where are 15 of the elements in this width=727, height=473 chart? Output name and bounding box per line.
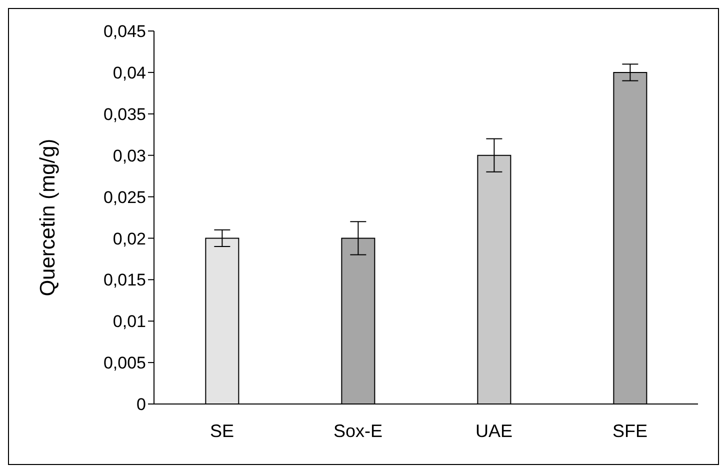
y-tick-label: 0,015 (103, 270, 146, 290)
y-tick-label: 0,025 (103, 188, 146, 207)
y-axis-title: Quercetin (mg/g) (36, 138, 60, 296)
x-tick-label: UAE (475, 420, 513, 441)
x-tick-label: Sox-E (333, 420, 383, 441)
y-tick-label: 0,01 (112, 312, 146, 332)
x-tick-label: SFE (612, 420, 648, 441)
y-tick-label: 0,03 (112, 146, 146, 166)
y-tick-label: 0,04 (112, 63, 146, 82)
y-tick-label: 0,005 (103, 354, 146, 373)
y-tick-label: 0,035 (103, 104, 146, 124)
y-tick-label: 0 (136, 395, 146, 414)
y-tick-label: 0,045 (103, 22, 146, 42)
y-tick-label: 0,02 (112, 229, 146, 248)
x-tick-label: SE (210, 420, 234, 441)
